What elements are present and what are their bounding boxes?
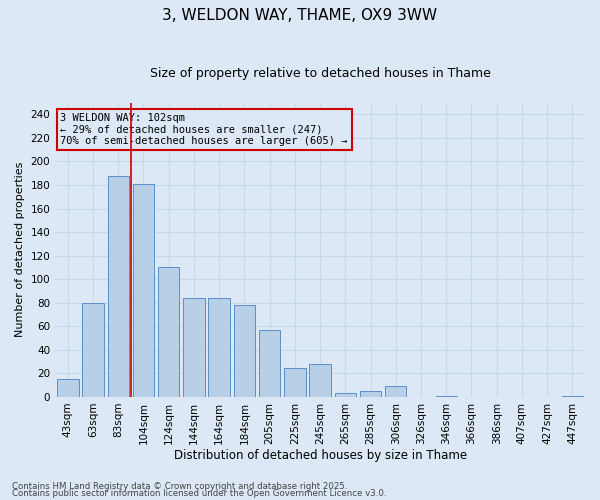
Bar bbox=[360, 391, 381, 397]
Text: Contains public sector information licensed under the Open Government Licence v3: Contains public sector information licen… bbox=[12, 489, 386, 498]
Bar bbox=[259, 330, 280, 397]
Bar bbox=[335, 394, 356, 397]
Text: 3, WELDON WAY, THAME, OX9 3WW: 3, WELDON WAY, THAME, OX9 3WW bbox=[163, 8, 437, 22]
Bar bbox=[57, 380, 79, 397]
Bar bbox=[82, 302, 104, 397]
Bar bbox=[562, 396, 583, 397]
Bar bbox=[183, 298, 205, 397]
Text: 3 WELDON WAY: 102sqm
← 29% of detached houses are smaller (247)
70% of semi-deta: 3 WELDON WAY: 102sqm ← 29% of detached h… bbox=[61, 113, 348, 146]
X-axis label: Distribution of detached houses by size in Thame: Distribution of detached houses by size … bbox=[173, 450, 467, 462]
Bar bbox=[385, 386, 406, 397]
Title: Size of property relative to detached houses in Thame: Size of property relative to detached ho… bbox=[149, 68, 491, 80]
Bar bbox=[133, 184, 154, 397]
Bar bbox=[107, 176, 129, 397]
Bar bbox=[158, 268, 179, 397]
Bar bbox=[310, 364, 331, 397]
Text: Contains HM Land Registry data © Crown copyright and database right 2025.: Contains HM Land Registry data © Crown c… bbox=[12, 482, 347, 491]
Bar bbox=[233, 305, 255, 397]
Bar bbox=[436, 396, 457, 397]
Bar bbox=[208, 298, 230, 397]
Bar bbox=[284, 368, 305, 397]
Y-axis label: Number of detached properties: Number of detached properties bbox=[15, 162, 25, 338]
